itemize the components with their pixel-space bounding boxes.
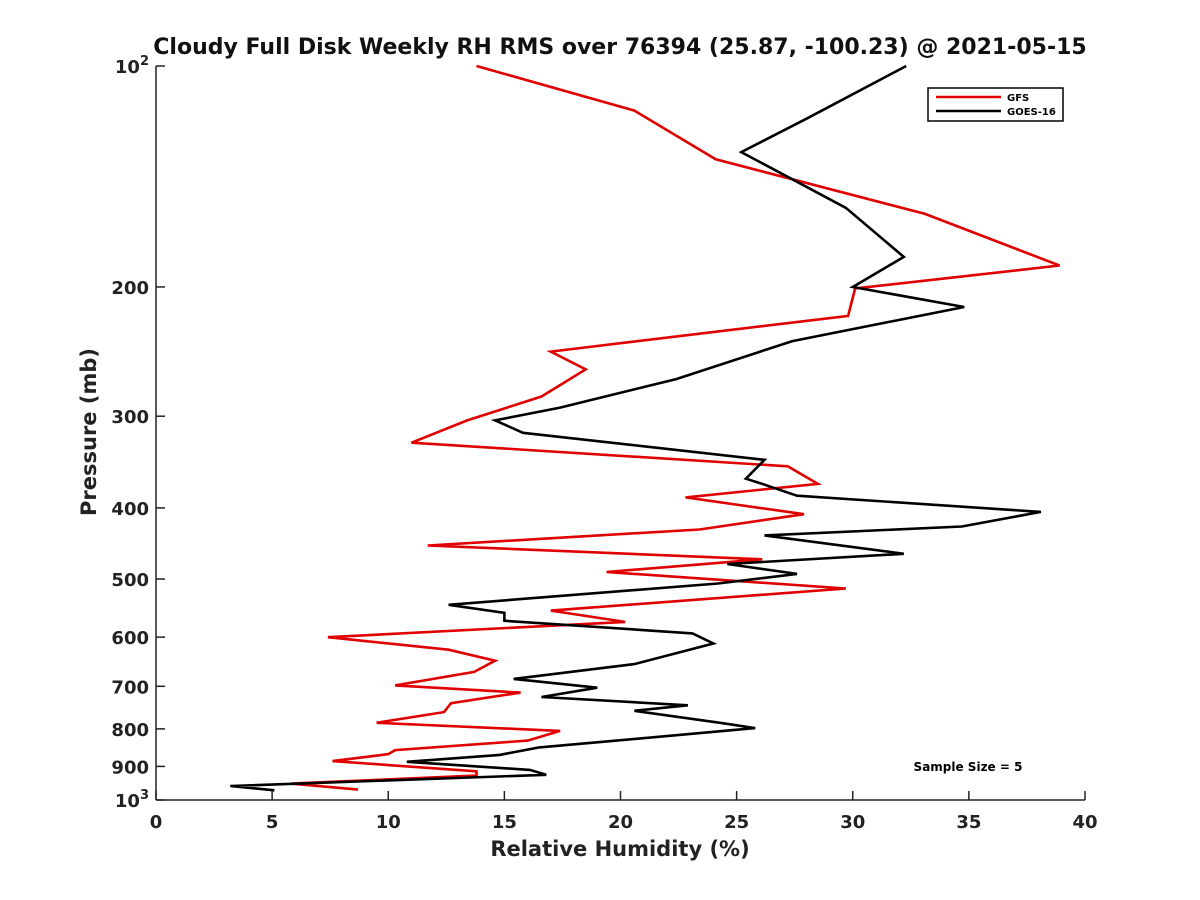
x-tick-label: 5 xyxy=(266,812,279,833)
legend-box xyxy=(927,87,1064,122)
y-tick-label: 600 xyxy=(111,628,149,649)
chart-title: Cloudy Full Disk Weekly RH RMS over 7639… xyxy=(153,35,1086,60)
legend-label-goes16: GOES-16 xyxy=(1007,107,1056,118)
y-tick-label: 102 xyxy=(115,54,149,78)
series-line-goes-16 xyxy=(230,64,1042,792)
x-tick-label: 15 xyxy=(492,812,517,833)
y-axis: 102 200 300 400 500 600 700 800 900 103 xyxy=(111,54,165,812)
x-tick-label: 10 xyxy=(376,812,401,833)
x-tick-label: 25 xyxy=(724,812,749,833)
y-tick-label: 300 xyxy=(111,407,149,428)
x-axis: 0 5 10 15 20 25 30 35 40 xyxy=(150,791,1098,833)
x-tick-label: 30 xyxy=(840,812,865,833)
plot-area xyxy=(230,64,1060,792)
legend-label-gfs: GFS xyxy=(1007,93,1029,104)
y-tick-label: 103 xyxy=(115,788,149,812)
sample-size-annotation: Sample Size = 5 xyxy=(914,760,1023,774)
y-tick-label: 400 xyxy=(111,499,149,520)
x-tick-label: 40 xyxy=(1072,812,1097,833)
y-tick-label: 700 xyxy=(111,677,149,698)
x-tick-label: 20 xyxy=(608,812,633,833)
y-tick-label: 200 xyxy=(111,278,149,299)
legend: GFS GOES-16 xyxy=(927,87,1064,122)
y-tick-label: 500 xyxy=(111,570,149,591)
y-tick-label: 800 xyxy=(111,720,149,741)
y-tick-label: 900 xyxy=(111,757,149,778)
x-axis-label: Relative Humidity (%) xyxy=(490,837,749,861)
series-line-gfs xyxy=(290,64,1060,791)
y-axis-label: Pressure (mb) xyxy=(77,348,101,516)
x-tick-label: 0 xyxy=(150,812,163,833)
x-tick-label: 35 xyxy=(956,812,981,833)
